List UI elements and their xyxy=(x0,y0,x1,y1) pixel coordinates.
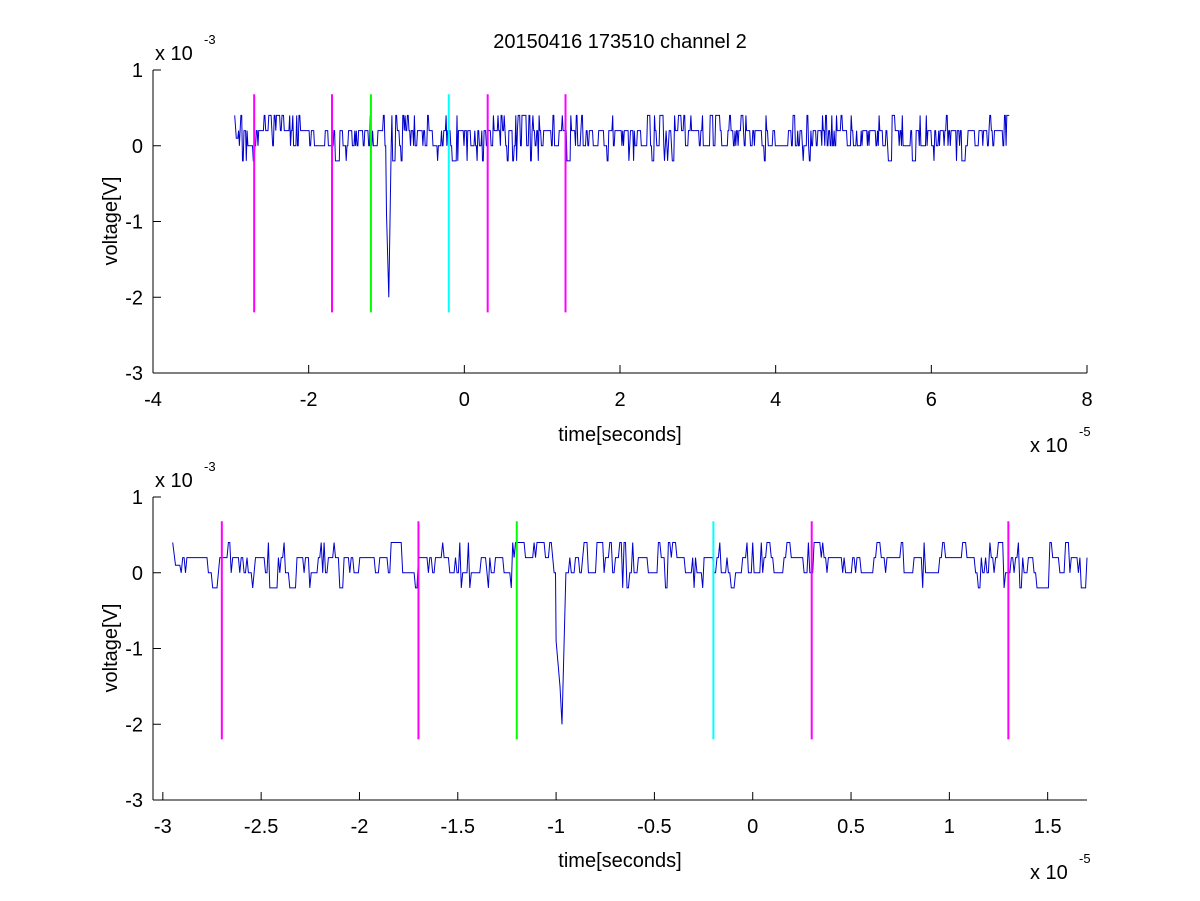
y-tick-label: 0 xyxy=(132,136,143,158)
y-tick-label: -3 xyxy=(125,363,143,385)
x-tick-label: -2 xyxy=(300,389,318,411)
subplot-bottom: x 10 -3 x 10 -5 time[seconds] voltage[V]… xyxy=(100,459,1091,884)
y-tick-label: -3 xyxy=(125,790,143,812)
x-tick-label: 8 xyxy=(1081,389,1092,411)
x-exponent-bottom: -5 xyxy=(1079,851,1091,866)
x-tick-label: -1.5 xyxy=(441,816,475,838)
figure-title: 20150416 173510 channel 2 xyxy=(493,31,747,53)
x-tick-label: 6 xyxy=(926,389,937,411)
x-tick-label: 0.5 xyxy=(837,816,865,838)
y-tick-label: -1 xyxy=(125,212,143,234)
x-tick-label: 2 xyxy=(614,389,625,411)
y-tick-label: 1 xyxy=(132,487,143,509)
y-exponent-bottom: -3 xyxy=(204,459,216,474)
y-axis-label-top: voltage[V] xyxy=(100,177,122,266)
x-tick-label: -1 xyxy=(547,816,565,838)
x-tick-label: -0.5 xyxy=(637,816,671,838)
x-tick-label: 1.5 xyxy=(1034,816,1062,838)
subplot-top: x 10 -3 x 10 -5 time[seconds] voltage[V]… xyxy=(100,32,1093,457)
x-tick-label: 0 xyxy=(747,816,758,838)
series-line-voltage xyxy=(234,114,1010,298)
x-axis-label-top: time[seconds] xyxy=(558,424,681,446)
y-axis-label-bottom: voltage[V] xyxy=(100,604,122,693)
y-tick-label: 0 xyxy=(132,563,143,585)
x-exponent-top: -5 xyxy=(1079,424,1091,439)
series-line-voltage xyxy=(172,542,1088,725)
y-tick-label: 1 xyxy=(132,60,143,82)
x-tick-label: -3 xyxy=(154,816,172,838)
x-axis-label-bottom: time[seconds] xyxy=(558,850,681,872)
y-multiplier-bottom: x 10 xyxy=(155,470,193,492)
y-tick-label: -2 xyxy=(125,287,143,309)
x-tick-label: -2.5 xyxy=(244,816,278,838)
x-tick-label: 0 xyxy=(459,389,470,411)
x-tick-label: 4 xyxy=(770,389,781,411)
y-exponent-top: -3 xyxy=(204,32,216,47)
x-tick-label: 1 xyxy=(944,816,955,838)
y-tick-label: -2 xyxy=(125,714,143,736)
y-multiplier-top: x 10 xyxy=(155,43,193,65)
y-tick-label: -1 xyxy=(125,639,143,661)
x-tick-label: -2 xyxy=(351,816,369,838)
x-tick-label: -4 xyxy=(144,389,162,411)
x-multiplier-bottom: x 10 xyxy=(1030,862,1068,884)
x-multiplier-top: x 10 xyxy=(1030,435,1068,457)
